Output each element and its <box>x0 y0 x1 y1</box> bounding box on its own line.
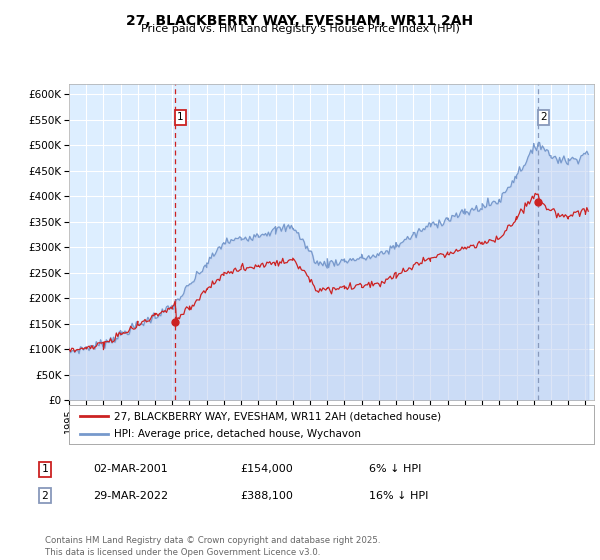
Text: 2: 2 <box>540 112 547 122</box>
Text: 1: 1 <box>177 112 184 122</box>
Text: 27, BLACKBERRY WAY, EVESHAM, WR11 2AH (detached house): 27, BLACKBERRY WAY, EVESHAM, WR11 2AH (d… <box>113 411 441 421</box>
Text: 16% ↓ HPI: 16% ↓ HPI <box>369 491 428 501</box>
Text: 2: 2 <box>41 491 49 501</box>
Text: 27, BLACKBERRY WAY, EVESHAM, WR11 2AH: 27, BLACKBERRY WAY, EVESHAM, WR11 2AH <box>127 14 473 28</box>
Text: Contains HM Land Registry data © Crown copyright and database right 2025.
This d: Contains HM Land Registry data © Crown c… <box>45 536 380 557</box>
Text: 1: 1 <box>41 464 49 474</box>
Text: 6% ↓ HPI: 6% ↓ HPI <box>369 464 421 474</box>
Text: 29-MAR-2022: 29-MAR-2022 <box>93 491 168 501</box>
Text: £154,000: £154,000 <box>240 464 293 474</box>
Text: 02-MAR-2001: 02-MAR-2001 <box>93 464 168 474</box>
Text: Price paid vs. HM Land Registry's House Price Index (HPI): Price paid vs. HM Land Registry's House … <box>140 24 460 34</box>
Text: £388,100: £388,100 <box>240 491 293 501</box>
Text: HPI: Average price, detached house, Wychavon: HPI: Average price, detached house, Wych… <box>113 429 361 439</box>
